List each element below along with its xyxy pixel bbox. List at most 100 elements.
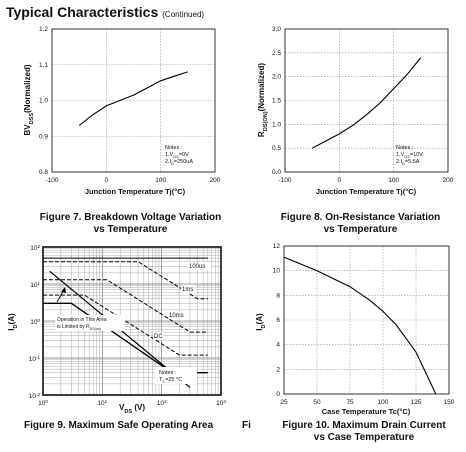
fig10-xtick-4: 125 [411, 399, 422, 406]
fig9-xlabel-part-1: DS [124, 409, 132, 415]
fig10-ytick-0: 0 [276, 391, 280, 398]
fig8-xlabel: Junction Temperature Tj(°C) [316, 187, 417, 196]
fig8-notes-title-part-0: Notes : [396, 145, 414, 151]
fig9-notes-line1-part-2: =25 °C [165, 377, 182, 383]
fig8-notes-line1-part-0: 1.V [396, 152, 405, 158]
fig9-annotation-line2: is Limited by RDS(on) [57, 324, 101, 331]
fig8-notes-line2-part-0: 2.I [396, 159, 403, 165]
fig8-xtick-3-part-0: 200 [443, 177, 454, 184]
fig10-ytick-5: 10 [273, 268, 281, 275]
fig9-annotation-line1-part-0: Operation in This Area [57, 317, 107, 323]
fig9-annotation-line2-part-1: DS(on) [90, 327, 101, 331]
fig10-ylabel-part-1: D [261, 324, 267, 328]
fig9-xtick-0-part-1: 0 [45, 399, 48, 404]
fig9-ytick-2: 100 [30, 318, 40, 327]
fig8-notes-line2: 2.ID=5.5A [396, 159, 420, 166]
fig10-xtick-1-part-0: 50 [313, 399, 321, 406]
fig10-xtick-4-part-0: 125 [411, 399, 422, 406]
caption-fig9-text: Figure 9. Maximum Safe Operating Area [24, 420, 214, 431]
fig10-xtick-5-part-0: 150 [444, 399, 455, 406]
fig8-xtick-1: 0 [338, 177, 342, 184]
fig9-curve-label-0-part-0: 100us [189, 264, 205, 270]
fig8-ytick-0: 0.0 [272, 169, 281, 176]
fig7-ylabel-part-1: DSS [29, 113, 35, 125]
fig9-curve-label-3: DC [154, 334, 163, 340]
fig7-xtick-0: -100 [45, 177, 58, 184]
fig10-xtick-2: 75 [346, 399, 354, 406]
fig7-notes-line2-part-2: =250uA [174, 159, 193, 165]
fig9-xlabel-part-0: V [119, 403, 125, 412]
fig9-curve-label-bg-0 [188, 262, 211, 270]
fig9-curve-label-0: 100us [189, 264, 205, 270]
fig9-notes-line1: TC=25 °C [159, 377, 182, 384]
fig8-ytick-4-part-0: 2.0 [272, 74, 281, 81]
caption-fig10: Figure 10. Maximum Drain Current vs Case… [262, 420, 466, 444]
fig10-ytick-3-part-0: 6 [276, 317, 280, 324]
fig10-xtick-3-part-0: 100 [378, 399, 389, 406]
fig9-ytick-1-part-0: 10 [29, 356, 37, 363]
fig7-notes-line2-part-1: D [171, 162, 174, 166]
fig7-ytick-3-part-0: 1.1 [39, 62, 48, 69]
fig7-ytick-4-part-0: 1.2 [39, 26, 48, 33]
fig9-notes-line1-part-1: C [162, 380, 165, 384]
fig10-xtick-0-part-0: 25 [280, 399, 288, 406]
fig7-notes-line1: 1.VGS=0V [165, 152, 189, 159]
fig7-xlabel: Junction Temperature Tj(°C) [85, 187, 186, 196]
fig9-notes-line1-part-0: T [159, 377, 163, 383]
fig9-ytick-2-part-1: 0 [37, 318, 40, 323]
fig8-notes-line1-part-2: =10V [410, 152, 423, 158]
fig10-ytick-6-part-0: 12 [273, 243, 281, 250]
fig9-series-1-line [43, 279, 208, 333]
fig9-ytick-1: 10-1 [29, 355, 41, 364]
fig10-ylabel-part-0: I [255, 328, 264, 330]
fig9-xtick-0-part-0: 10 [38, 400, 46, 407]
fig10-xtick-2-part-0: 75 [346, 399, 354, 406]
fig8-ytick-4: 2.0 [272, 74, 281, 81]
fig10-ytick-1-part-0: 2 [276, 366, 280, 373]
fig7-notes-line1-part-1: GS [173, 155, 179, 159]
fig10-ylabel-part-2: (A) [255, 313, 264, 324]
fig7-notes-line2: 2.ID=250uA [165, 159, 193, 166]
fig8-ytick-1-part-0: 0.5 [272, 145, 281, 152]
fig8-ytick-6-part-0: 3.0 [272, 26, 281, 33]
fig7-xtick-0-part-0: -100 [45, 177, 58, 184]
fig8-xlabel-part-0: Junction Temperature Tj(°C) [316, 187, 417, 196]
fig9-ytick-1-part-1: -1 [36, 355, 41, 360]
fig8-frame [284, 28, 449, 173]
fig9-frame [42, 246, 222, 396]
fig8-ytick-1: 0.5 [272, 145, 281, 152]
fig10-ytick-6: 12 [273, 243, 281, 250]
fig9-xtick-1-part-1: 1 [105, 399, 108, 404]
fig7-xtick-1-part-0: 0 [105, 177, 109, 184]
fig8-notes-line1-part-1: GS [404, 155, 410, 159]
caption-fig9-cut: Fi [242, 420, 251, 432]
fig10-xtick-5: 150 [444, 399, 455, 406]
fig9-ytick-0: 10-2 [29, 392, 41, 401]
fig8-ytick-6: 3.0 [272, 26, 281, 33]
caption-fig8: Figure 8. On-Resistance Variation vs Tem… [258, 212, 463, 236]
fig7-xtick-1: 0 [105, 177, 109, 184]
fig9-ytick-3-part-1: 1 [37, 281, 40, 286]
fig8-ytick-2-part-0: 1.0 [272, 121, 281, 128]
fig7-ytick-2-part-0: 1.0 [39, 98, 48, 105]
fig9-xtick-2-part-0: 10 [157, 400, 165, 407]
fig10-series-0-line [283, 256, 437, 395]
caption-fig10-line2: vs Case Temperature [313, 432, 415, 443]
fig8-xtick-3: 200 [443, 177, 454, 184]
fig9-series-2-line [43, 294, 208, 356]
fig8-ytick-3: 1.5 [272, 98, 281, 105]
fig9-xlabel-part-2: (V) [132, 403, 145, 412]
fig7-ylabel-part-0: BV [23, 124, 32, 136]
fig9-curve-label-2-part-0: 10ms [169, 313, 184, 319]
page-title-text: Typical Characteristics [6, 4, 159, 20]
fig9-xtick-3-part-1: 3 [223, 399, 226, 404]
fig8-ylabel-part-0: R [257, 131, 266, 137]
fig7-ylabel-part-2: (Normalized) [23, 64, 32, 113]
fig9-curve-label-bg-2 [168, 311, 187, 319]
fig8-ytick-0-part-0: 0.0 [272, 169, 281, 176]
fig8-xtick-1-part-0: 0 [338, 177, 342, 184]
fig9-xtick-0: 100 [38, 399, 48, 408]
